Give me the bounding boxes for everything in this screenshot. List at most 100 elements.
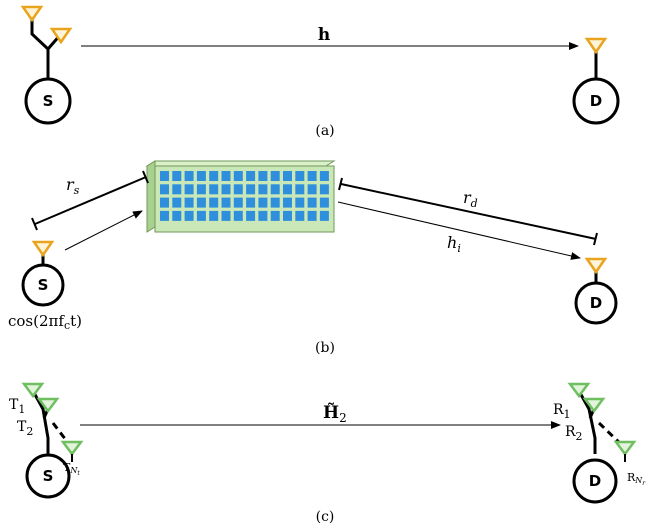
surface-element: [271, 171, 280, 181]
surface-top-face: [147, 161, 334, 166]
surface-element: [222, 184, 231, 194]
surface-element: [246, 184, 255, 194]
signal-suffix: t): [70, 312, 82, 330]
surface-element: [209, 184, 218, 194]
source-signal-label: cos(2πfct): [8, 312, 82, 332]
surface-element: [160, 211, 169, 221]
rx-antenna-label-n: RNr: [627, 471, 646, 487]
signal-prefix: cos(2πf: [8, 312, 65, 330]
surface-front-face: [155, 166, 334, 232]
surface-element: [160, 198, 169, 208]
surface-element: [172, 198, 181, 208]
destination-antenna-a: [587, 39, 605, 79]
caption-b: (b): [315, 340, 335, 356]
surface-element: [258, 171, 267, 181]
panel-c: S T1 T2 TNt D R1 R2 RNr H̃2 (c): [9, 384, 646, 525]
surface-element: [197, 198, 206, 208]
surface-element: [172, 171, 181, 181]
destination-label-b: D: [590, 294, 602, 312]
surface-element: [271, 211, 280, 221]
surface-element: [234, 198, 243, 208]
surface-element: [222, 171, 231, 181]
surface-element: [185, 171, 194, 181]
surface-element: [222, 211, 231, 221]
h2-main: H̃: [323, 403, 339, 423]
caption-c: (c): [316, 509, 335, 525]
h2-sub: 2: [339, 411, 347, 425]
surface-element: [222, 198, 231, 208]
rn-sub-sub: r: [642, 480, 646, 487]
antenna-icon: [24, 384, 42, 396]
surface-element: [172, 211, 181, 221]
surface-element: [295, 198, 304, 208]
rx-antenna-label-2: R2: [565, 424, 583, 443]
hi-sub: i: [457, 242, 461, 255]
surface-element: [295, 184, 304, 194]
destination-antenna-b: [587, 259, 605, 282]
surface-element: [197, 211, 206, 221]
surface-element: [320, 211, 329, 221]
surface-element: [308, 198, 317, 208]
r2-sub: 2: [576, 430, 583, 443]
surface-element: [295, 211, 304, 221]
surface-element: [209, 211, 218, 221]
receive-antenna-array: [570, 384, 634, 462]
rd-sub: d: [471, 197, 478, 210]
t1-sub: 1: [18, 403, 25, 416]
antenna-icon: [63, 442, 81, 454]
panel-b: S cos(2πfct) D rs rd hi (b): [8, 161, 616, 356]
surface-element: [320, 171, 329, 181]
surface-element: [258, 211, 267, 221]
surface-element: [209, 198, 218, 208]
transmit-antenna-array: [24, 384, 81, 462]
surface-element: [197, 171, 206, 181]
distance-label-source: rs: [66, 175, 80, 197]
surface-element: [295, 171, 304, 181]
surface-element: [320, 198, 329, 208]
surface-element: [246, 198, 255, 208]
destination-label-c: D: [589, 472, 601, 490]
hi-main: h: [447, 233, 457, 252]
surface-element: [234, 171, 243, 181]
surface-element: [246, 211, 255, 221]
surface-element: [172, 184, 181, 194]
source-label-b: S: [38, 276, 49, 294]
surface-element: [283, 211, 292, 221]
tn-sub-sub: t: [77, 470, 80, 477]
destination-label-a: D: [590, 92, 602, 110]
source-antenna-b: [34, 242, 52, 265]
antenna-icon: [23, 7, 41, 20]
surface-element: [209, 171, 218, 181]
panel-a: S D h (a): [23, 7, 618, 139]
r1-main: R: [553, 402, 564, 418]
source-label-c: S: [43, 467, 54, 485]
reflected-channel-label: hi: [447, 233, 461, 255]
distance-label-destination: rd: [463, 188, 478, 210]
rs-sub: s: [74, 184, 80, 197]
surface-element: [271, 198, 280, 208]
surface-element: [283, 171, 292, 181]
channel-label-a: h: [318, 25, 330, 45]
surface-element: [283, 184, 292, 194]
incident-signal-arrow: [65, 211, 142, 250]
rx-antenna-label-1: R1: [553, 402, 571, 421]
antenna-icon: [34, 242, 52, 255]
surface-element: [185, 211, 194, 221]
surface-side-face: [147, 161, 155, 232]
surface-element: [234, 211, 243, 221]
channel-label-c: H̃2: [323, 403, 347, 425]
surface-element: [308, 171, 317, 181]
tx-antenna-label-2: T2: [17, 419, 33, 438]
antenna-icon: [570, 384, 588, 396]
surface-element: [308, 184, 317, 194]
surface-element: [258, 184, 267, 194]
antenna-feed-line: [32, 16, 48, 80]
surface-element: [160, 184, 169, 194]
surface-element: [185, 184, 194, 194]
surface-element: [185, 198, 194, 208]
r2-main: R: [565, 424, 576, 440]
r1-sub: 1: [564, 408, 571, 421]
source-label-a: S: [43, 92, 54, 110]
surface-element: [234, 184, 243, 194]
